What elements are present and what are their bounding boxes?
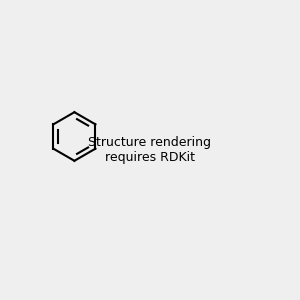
Text: Structure rendering
requires RDKit: Structure rendering requires RDKit [88, 136, 212, 164]
